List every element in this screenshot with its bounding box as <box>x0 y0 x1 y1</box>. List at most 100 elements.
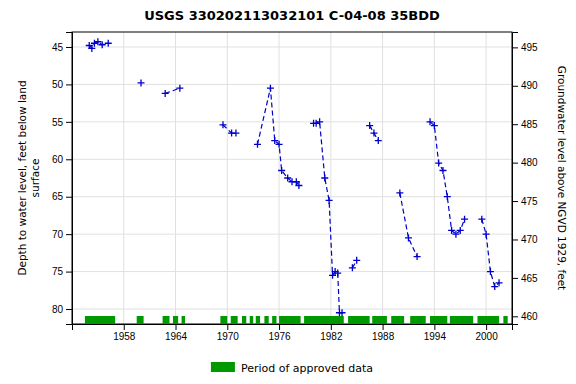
y2-axis-tick-mark <box>512 239 518 240</box>
water-level-point <box>478 216 485 223</box>
water-level-point <box>295 182 302 189</box>
approved-period <box>279 316 301 324</box>
x-axis-tick: 1988 <box>372 324 395 342</box>
y-axis-tick: 65 <box>52 191 72 202</box>
water-level-point <box>414 253 421 260</box>
water-level-point <box>316 118 323 125</box>
x-axis-tick: 1982 <box>320 324 343 342</box>
x-axis-tick-label: 1988 <box>372 331 395 342</box>
water-level-point <box>427 118 434 125</box>
x-axis-tick-mark <box>486 324 487 330</box>
y-axis-title: Depth to water level, feet below landsur… <box>16 80 41 275</box>
x-axis-tick-mark <box>124 324 125 330</box>
water-level-point <box>254 141 261 148</box>
y2-axis-tick: 495 <box>512 42 538 53</box>
approved-period <box>85 316 115 324</box>
x-axis-tick: 2000 <box>475 324 498 342</box>
water-level-point <box>91 40 98 47</box>
y-axis-tick-mark <box>66 159 72 160</box>
y-axis-line <box>66 33 73 325</box>
water-level-point <box>439 167 446 174</box>
grid-line-y <box>72 271 512 272</box>
chart: 1958196419701976198219881994200045505560… <box>0 0 576 384</box>
water-level-series <box>86 38 112 52</box>
approved-period <box>182 316 185 324</box>
y2-axis-tick-label: 480 <box>521 157 538 168</box>
approved-period <box>372 316 387 324</box>
water-level-point <box>99 41 106 48</box>
y-axis-tick-mark <box>66 84 72 85</box>
x-axis-tick-mark <box>383 324 384 330</box>
x-axis-tick-mark <box>434 324 435 330</box>
approved-period <box>256 316 260 324</box>
water-level-point <box>339 309 346 316</box>
y-axis-title-line: Depth to water level, feet below land <box>16 80 28 275</box>
x-axis-tick-mark <box>176 324 177 330</box>
title: USGS 330202113032101 C-04-08 35BDD <box>144 8 440 23</box>
y2-axis-tick: 465 <box>512 273 538 284</box>
water-level-line <box>314 122 342 313</box>
approved-period <box>250 316 253 324</box>
water-level-point <box>431 122 438 129</box>
water-level-point <box>444 193 451 200</box>
water-level-point <box>284 175 291 182</box>
water-level-series <box>254 85 302 189</box>
y-axis-tick: 45 <box>52 42 72 53</box>
approved-period <box>503 316 507 324</box>
water-level-series <box>427 118 469 237</box>
grid-line-x <box>330 32 331 324</box>
y-axis-tick-label: 75 <box>52 266 64 277</box>
approved-period <box>137 316 144 324</box>
x-axis-tick-label: 1994 <box>424 331 447 342</box>
y2-axis-tick-mark <box>512 86 518 87</box>
grid-line-x <box>279 32 280 324</box>
y2-axis: 495490485480475470465460 <box>512 33 538 325</box>
water-level-line <box>223 125 236 133</box>
water-level-point <box>313 120 320 127</box>
approved-period <box>410 316 426 324</box>
legend-item: Period of approved data <box>211 362 373 375</box>
water-level-point <box>461 216 468 223</box>
x-axis-tick-label: 1970 <box>217 331 240 342</box>
water-level-point <box>353 257 360 264</box>
grid-line-y <box>72 159 512 160</box>
x-axis-tick: 1964 <box>165 324 188 342</box>
y2-axis-tick-label: 475 <box>521 196 538 207</box>
approved-period <box>272 316 276 324</box>
y2-axis-tick-mark <box>512 316 518 317</box>
y-axis-tick: 75 <box>52 266 72 277</box>
y-axis-title-line: surface <box>29 159 41 198</box>
water-level-line <box>430 122 465 234</box>
y-axis-tick-label: 55 <box>52 117 64 128</box>
water-level-point <box>448 227 455 234</box>
grid-line-x <box>434 32 435 324</box>
y2-axis-tick-mark <box>512 124 518 125</box>
x-axis-tick: 1970 <box>217 324 240 342</box>
water-level-point <box>491 283 498 290</box>
y2-axis-tick: 470 <box>512 234 538 245</box>
water-level-line <box>482 219 499 286</box>
y-axis-tick-label: 70 <box>52 229 64 240</box>
water-level-point <box>278 167 285 174</box>
water-level-point <box>457 227 464 234</box>
x-axis-line <box>73 325 513 331</box>
y2-axis-tick-label: 495 <box>521 42 538 53</box>
grid-line-x <box>175 32 176 324</box>
water-level-point <box>349 264 356 271</box>
y-axis-tick-mark <box>66 309 72 310</box>
water-level-point <box>370 130 377 137</box>
water-level-point <box>452 231 459 238</box>
water-level-series <box>310 118 345 316</box>
water-level-point <box>487 268 494 275</box>
y2-axis-line <box>513 33 519 325</box>
y2-axis-tick-label: 460 <box>521 311 538 322</box>
y2-axis-tick-label: 490 <box>521 80 538 91</box>
approved-period <box>173 316 178 324</box>
grid-line-y <box>72 309 512 310</box>
y-axis-tick-label: 45 <box>52 42 64 53</box>
x-axis-tick-mark <box>331 324 332 330</box>
y2-axis-tick: 460 <box>512 311 538 322</box>
grid <box>72 32 512 324</box>
water-level-point <box>138 79 145 86</box>
water-level-series <box>478 216 502 290</box>
